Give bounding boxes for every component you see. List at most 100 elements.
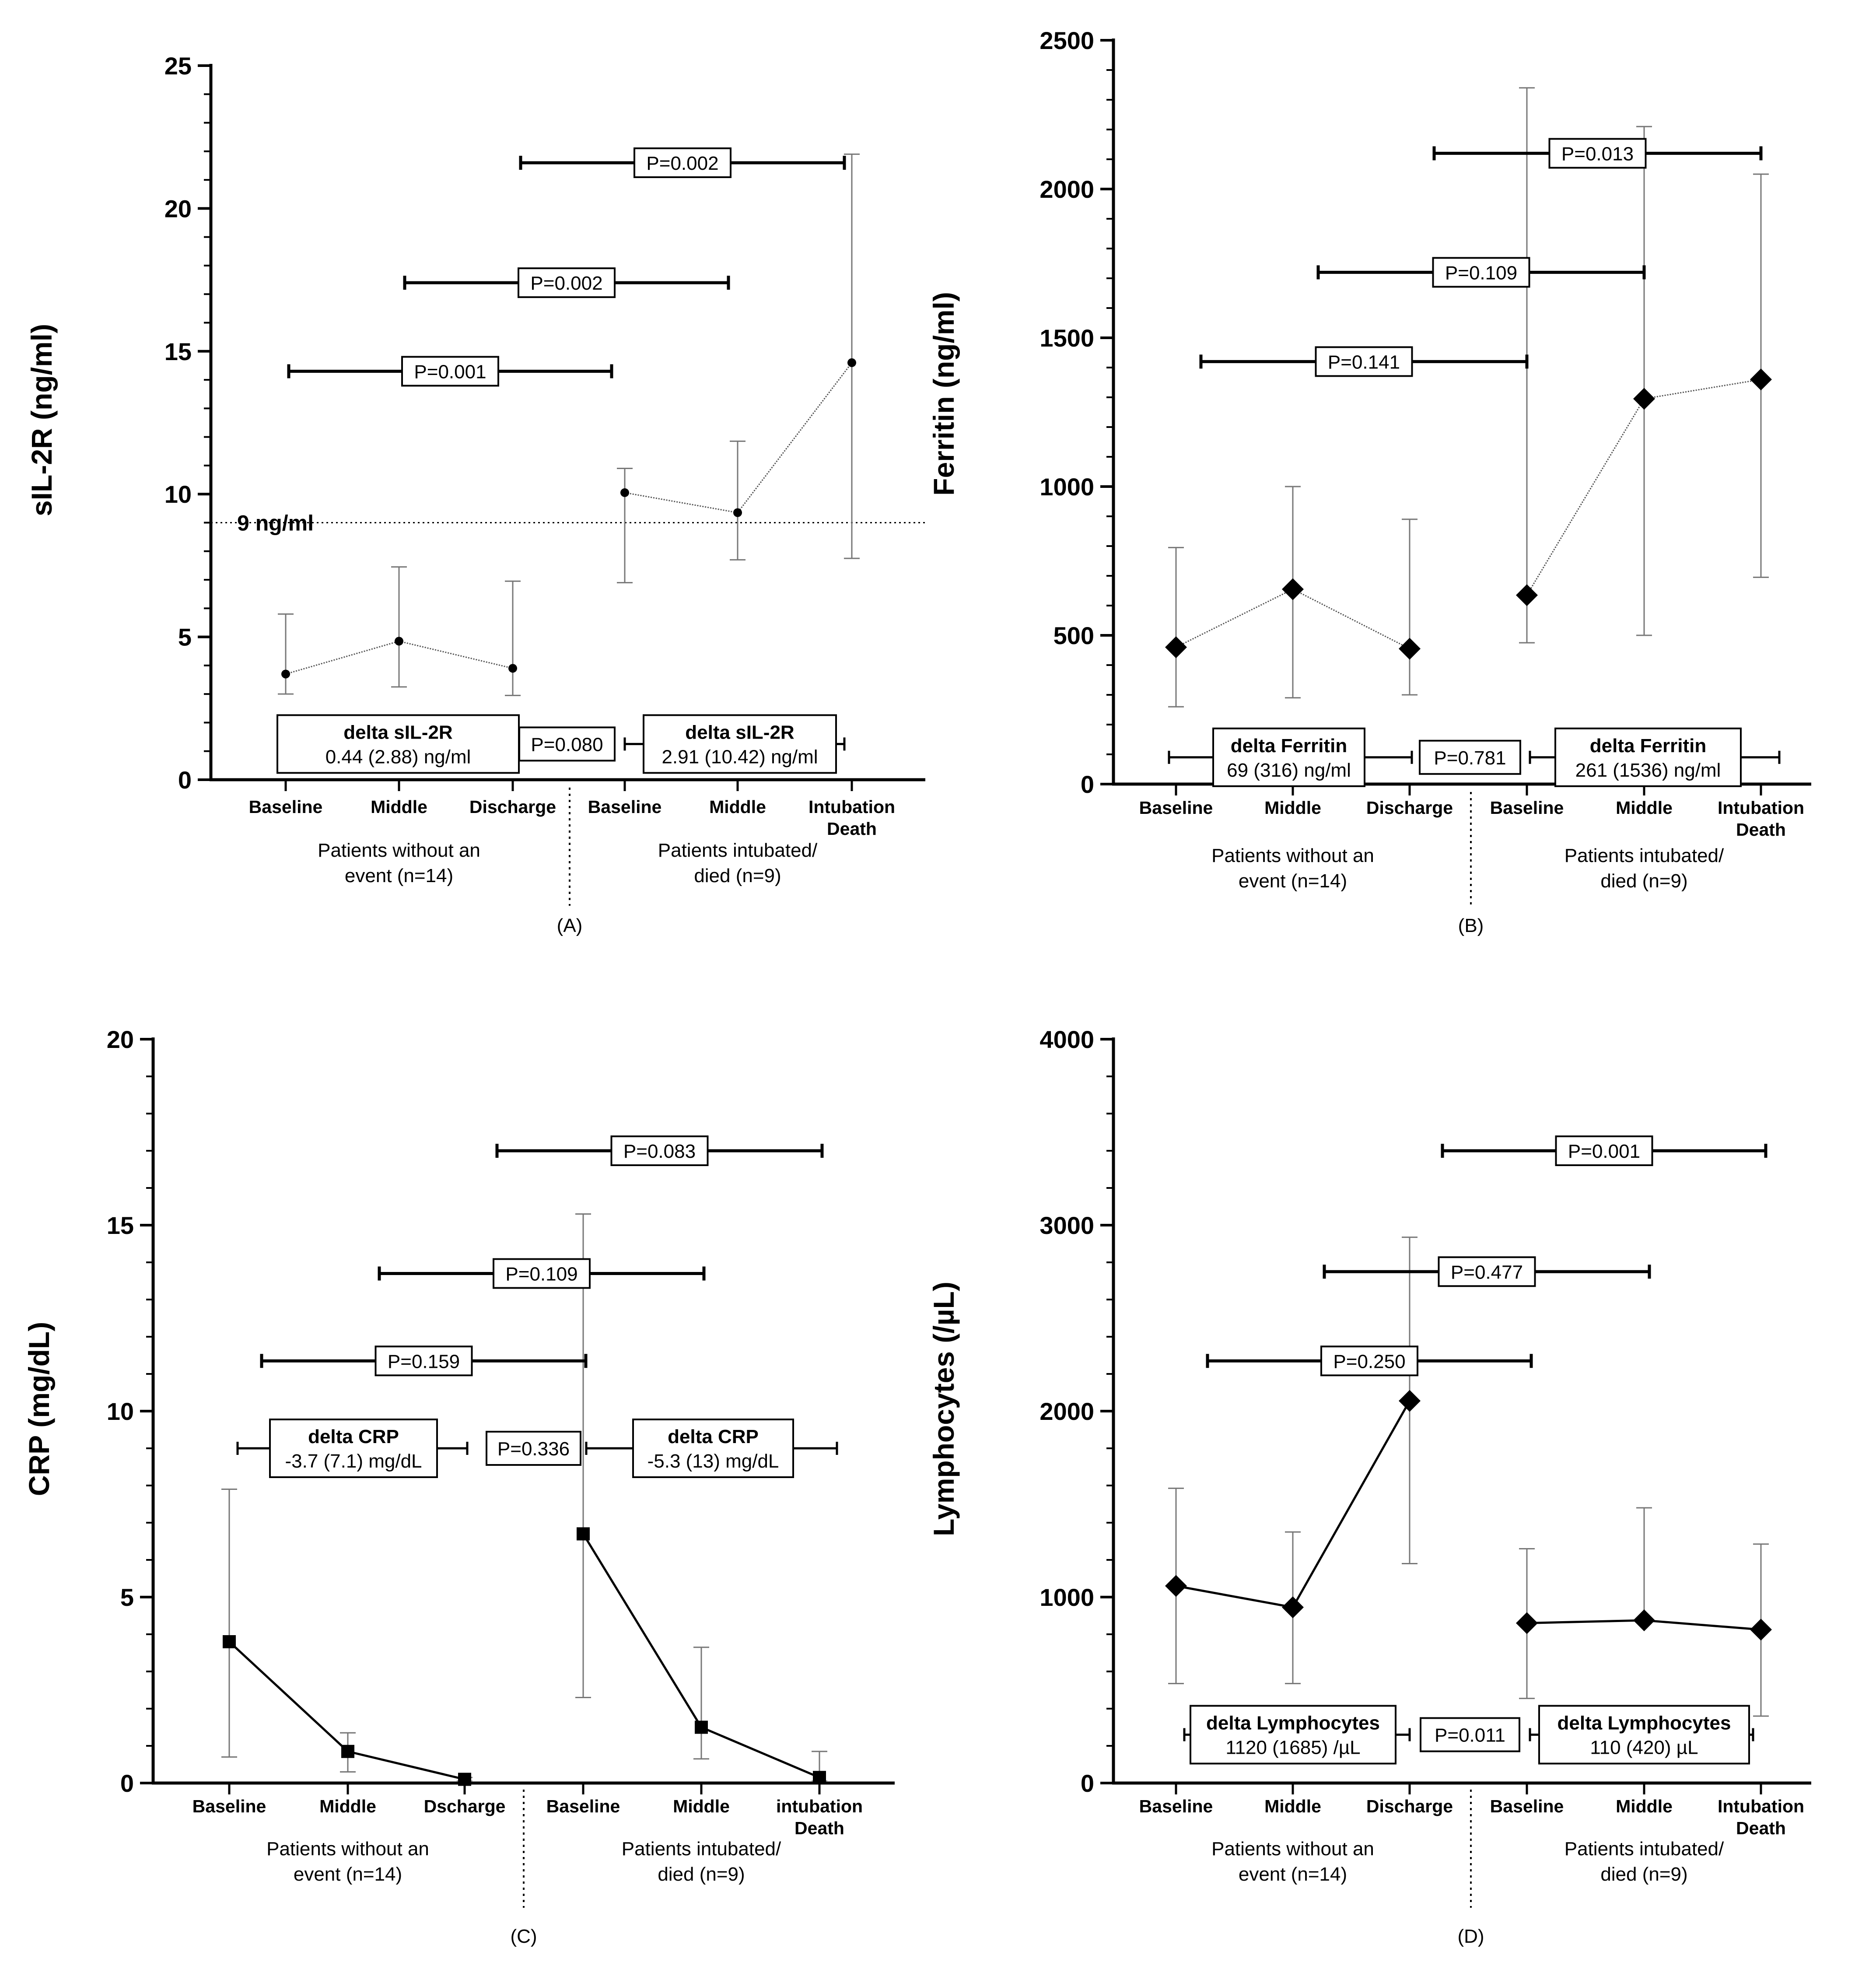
y-tick-label: 15 — [164, 338, 192, 365]
x-tick-label: Baseline — [1490, 798, 1564, 818]
delta-box — [1554, 727, 1742, 787]
group-label: Patients without an — [1211, 845, 1374, 866]
x-tick-label: Death — [827, 819, 877, 839]
y-tick-label: 1500 — [1040, 324, 1094, 352]
group-label: Patients without an — [1211, 1838, 1374, 1860]
x-tick-label: Baseline — [588, 797, 662, 817]
delta-value: 1120 (1685) /µL — [1225, 1737, 1360, 1759]
y-tick-label: 20 — [164, 195, 192, 222]
p-value-box — [1320, 1345, 1418, 1377]
group-label: event (n=14) — [345, 865, 453, 886]
data-point — [223, 1635, 236, 1648]
y-tick-label: 0 — [178, 766, 192, 794]
delta-value: -5.3 (13) mg/dL — [648, 1450, 779, 1472]
y-tick-label: 2000 — [1040, 1398, 1094, 1425]
data-point — [1399, 1390, 1421, 1412]
x-tick-label: Middle — [673, 1796, 730, 1816]
delta-p-box — [1419, 739, 1521, 775]
group-label: event (n=14) — [294, 1864, 402, 1885]
delta-p-box — [486, 1431, 581, 1466]
group-label: Patients intubated/ — [622, 1838, 781, 1860]
data-point — [1750, 1619, 1772, 1641]
delta-p-value: P=0.011 — [1435, 1725, 1505, 1746]
x-tick-label: intubation — [776, 1796, 863, 1816]
delta-box — [1212, 727, 1365, 787]
x-tick-label: Intubation — [808, 797, 895, 817]
delta-value: 2.91 (10.42) ng/ml — [662, 746, 818, 767]
series-line-1 — [228, 1641, 465, 1780]
p-value-label: P=0.013 — [1561, 143, 1634, 165]
delta-p-box — [1420, 1717, 1520, 1752]
group-label: Patients without an — [266, 1838, 429, 1860]
panel-label: (D) — [1457, 1926, 1484, 1947]
data-point — [695, 1720, 708, 1734]
panel-label: (A) — [557, 915, 583, 936]
delta-title: delta CRP — [668, 1426, 759, 1447]
data-point — [1165, 1575, 1187, 1597]
x-tick-label: Discharge — [1366, 1796, 1453, 1816]
data-point — [458, 1773, 471, 1786]
data-point — [1282, 1596, 1304, 1619]
y-tick-label: 0 — [120, 1769, 134, 1797]
p-value-box — [1438, 1256, 1536, 1287]
data-point — [847, 358, 856, 367]
y-tick-label: 2500 — [1040, 27, 1094, 54]
chart-panel-c: 0 5 10 15 20 Baseline Middle Dscharge Baseline Mi… — [23, 1026, 895, 1947]
y-axis-label: Ferritin (ng/ml) — [928, 292, 960, 496]
p-value-label: P=0.250 — [1333, 1351, 1405, 1372]
x-tick-label: Baseline — [249, 797, 323, 817]
delta-title: delta sIL-2R — [685, 722, 794, 743]
p-value-label: P=0.159 — [388, 1351, 460, 1372]
x-tick-label: Discharge — [1366, 798, 1453, 818]
p-value-label: P=0.001 — [414, 361, 486, 382]
y-tick-label: 5 — [178, 624, 192, 651]
delta-p-value: P=0.336 — [497, 1438, 570, 1460]
x-tick-label: Baseline — [192, 1796, 266, 1816]
delta-value: -3.7 (7.1) mg/dL — [285, 1450, 422, 1472]
x-tick-label: Death — [1736, 1818, 1786, 1838]
delta-title: delta Ferritin — [1590, 735, 1707, 757]
delta-p-value: P=0.080 — [531, 734, 603, 755]
y-tick-label: 25 — [164, 52, 192, 80]
y-tick-label: 1000 — [1040, 1584, 1094, 1611]
delta-title: delta Lymphocytes — [1558, 1713, 1731, 1734]
x-tick-label: Intubation — [1718, 1796, 1804, 1816]
x-tick-label: Middle — [319, 1796, 376, 1816]
delta-box — [276, 714, 520, 774]
p-value-label: P=0.109 — [505, 1264, 578, 1285]
y-tick-label: 10 — [164, 480, 192, 508]
y-tick-label: 4000 — [1040, 1026, 1094, 1053]
p-value-box — [401, 356, 499, 387]
y-tick-label: 5 — [120, 1584, 134, 1611]
p-value-label: P=0.001 — [1568, 1141, 1640, 1162]
y-tick-label: 3000 — [1040, 1212, 1094, 1239]
delta-title: delta Ferritin — [1231, 735, 1348, 757]
data-point — [1516, 584, 1538, 606]
data-point — [1750, 368, 1772, 391]
y-tick-label: 500 — [1054, 622, 1094, 649]
group-label: Patients without an — [318, 840, 480, 861]
x-tick-label: Baseline — [546, 1796, 620, 1816]
y-tick-label: 10 — [107, 1398, 134, 1425]
x-tick-label: Baseline — [1490, 1796, 1564, 1816]
delta-value: 261 (1536) ng/ml — [1575, 760, 1721, 781]
group-label: died (n=9) — [1600, 1864, 1687, 1885]
data-point — [1633, 388, 1655, 410]
p-value-box — [493, 1258, 591, 1289]
x-tick-label: Discharge — [469, 797, 556, 817]
group-label: died (n=9) — [1600, 870, 1687, 892]
x-tick-label: Middle — [1264, 798, 1321, 818]
data-point — [733, 508, 742, 517]
delta-box — [1538, 1705, 1750, 1765]
data-point — [1165, 636, 1187, 659]
data-point — [813, 1771, 826, 1784]
x-tick-label: Baseline — [1139, 798, 1213, 818]
y-axis-label: CRP (mg/dL) — [23, 1322, 55, 1496]
p-value-label: P=0.002 — [530, 273, 602, 294]
x-tick-label: Baseline — [1139, 1796, 1213, 1816]
data-point — [1516, 1612, 1538, 1634]
group-label: Patients intubated/ — [658, 840, 818, 861]
group-label: Patients intubated/ — [1564, 1838, 1724, 1860]
y-tick-label: 1000 — [1040, 473, 1094, 501]
